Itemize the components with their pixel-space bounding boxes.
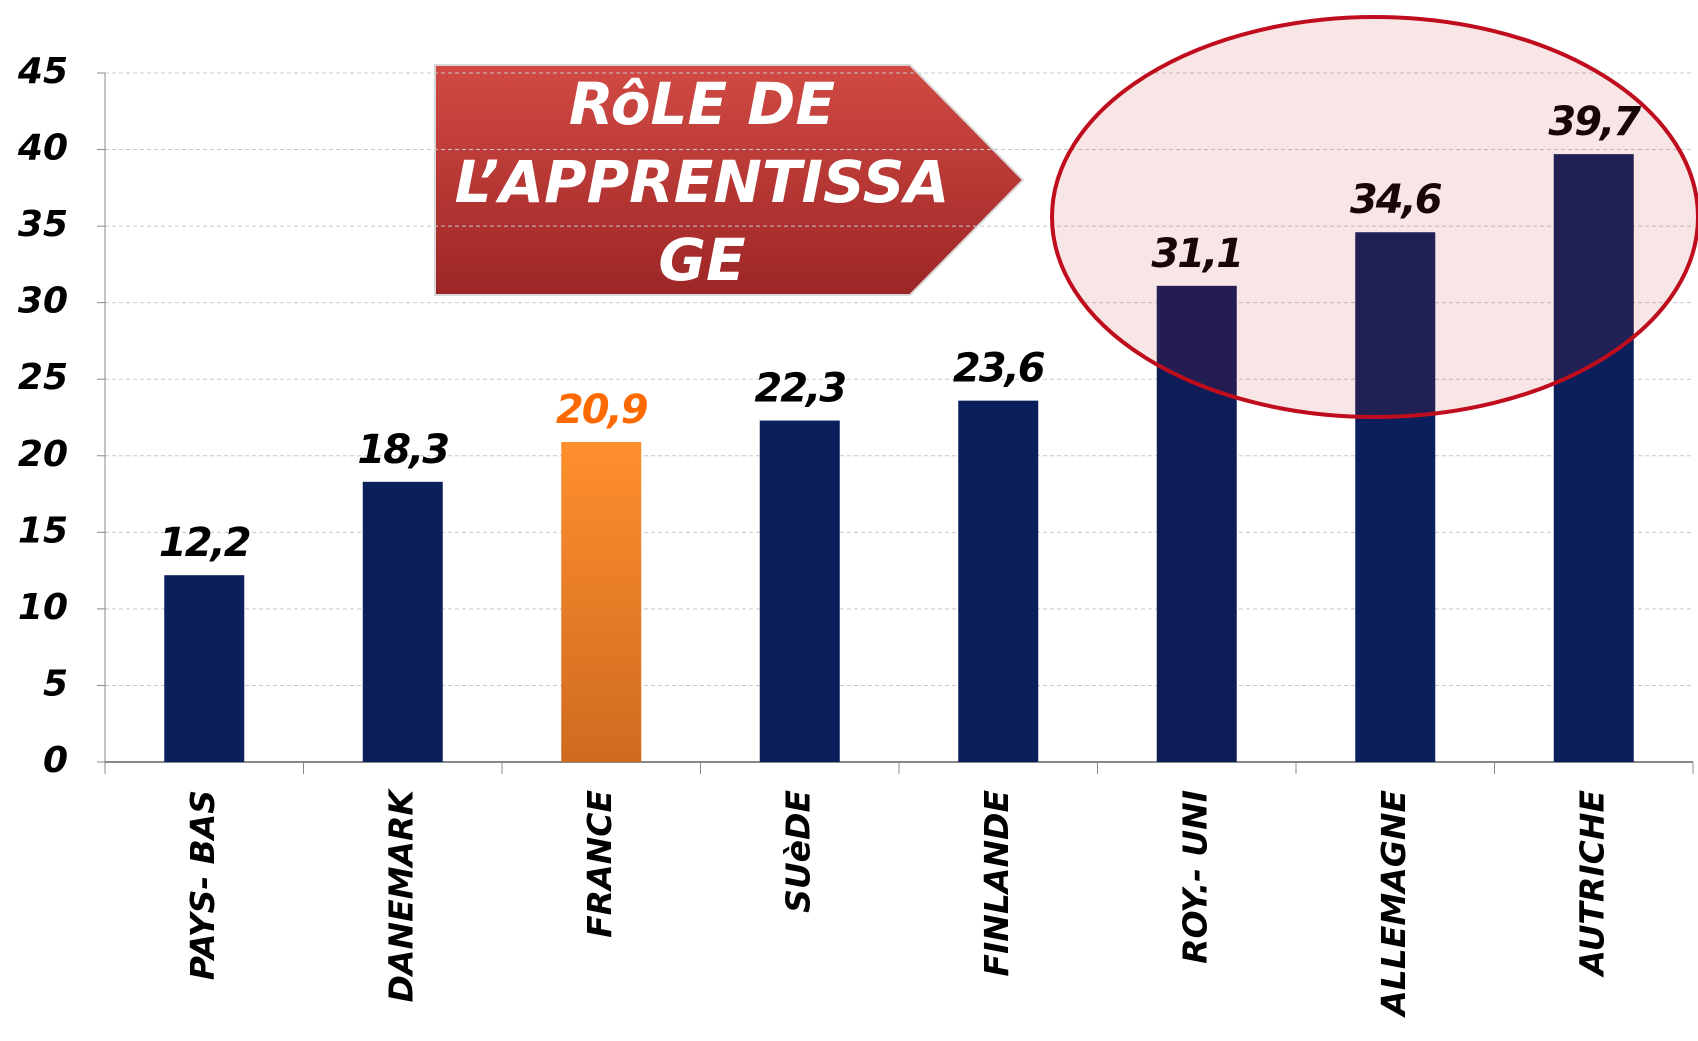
callout-text: GE (658, 226, 745, 294)
x-tick-label: ROY.- UNI (1175, 790, 1214, 964)
bar (958, 400, 1039, 762)
x-tick-label: SUèDE (778, 790, 817, 913)
bar (164, 575, 245, 762)
y-tick-label: 25 (18, 357, 68, 398)
y-tick-label: 10 (18, 587, 68, 628)
x-tick-label: FRANCE (580, 790, 619, 938)
value-label: 20,9 (556, 387, 648, 433)
y-tick-label: 30 (18, 281, 68, 322)
bar (1553, 154, 1634, 762)
value-label: 23,6 (953, 346, 1045, 392)
value-label: 12,2 (159, 520, 250, 566)
y-tick-label: 35 (18, 204, 68, 245)
y-tick-label: 45 (17, 51, 68, 92)
callout-text: RôLE DE (569, 70, 835, 138)
bar (362, 481, 443, 762)
x-tick-label: DANEMARK (381, 788, 420, 1003)
callout (434, 64, 1025, 296)
y-tick-label: 5 (43, 663, 68, 704)
y-tick-label: 15 (18, 510, 68, 551)
x-tick-label: FINLANDE (977, 790, 1016, 977)
x-tick-label: AUTRICHE (1572, 790, 1611, 979)
x-tick-label: ALLEMAGNE (1374, 790, 1413, 1019)
highlight-ellipse (1050, 15, 1698, 419)
value-label: 22,3 (754, 366, 845, 412)
x-tick-label: PAYS- BAS (183, 790, 222, 980)
bar (759, 420, 840, 762)
callout-text: L’APPRENTISSA (455, 148, 950, 216)
value-label: 34,6 (1350, 177, 1442, 223)
y-tick-label: 0 (43, 740, 68, 781)
y-tick-label: 40 (17, 128, 68, 169)
value-label: 39,7 (1548, 99, 1641, 145)
y-tick-label: 20 (18, 434, 68, 475)
value-label: 18,3 (357, 427, 448, 473)
value-label: 31,1 (1151, 231, 1242, 277)
bar (1355, 232, 1436, 763)
bar (561, 441, 642, 762)
bar (1156, 285, 1237, 762)
